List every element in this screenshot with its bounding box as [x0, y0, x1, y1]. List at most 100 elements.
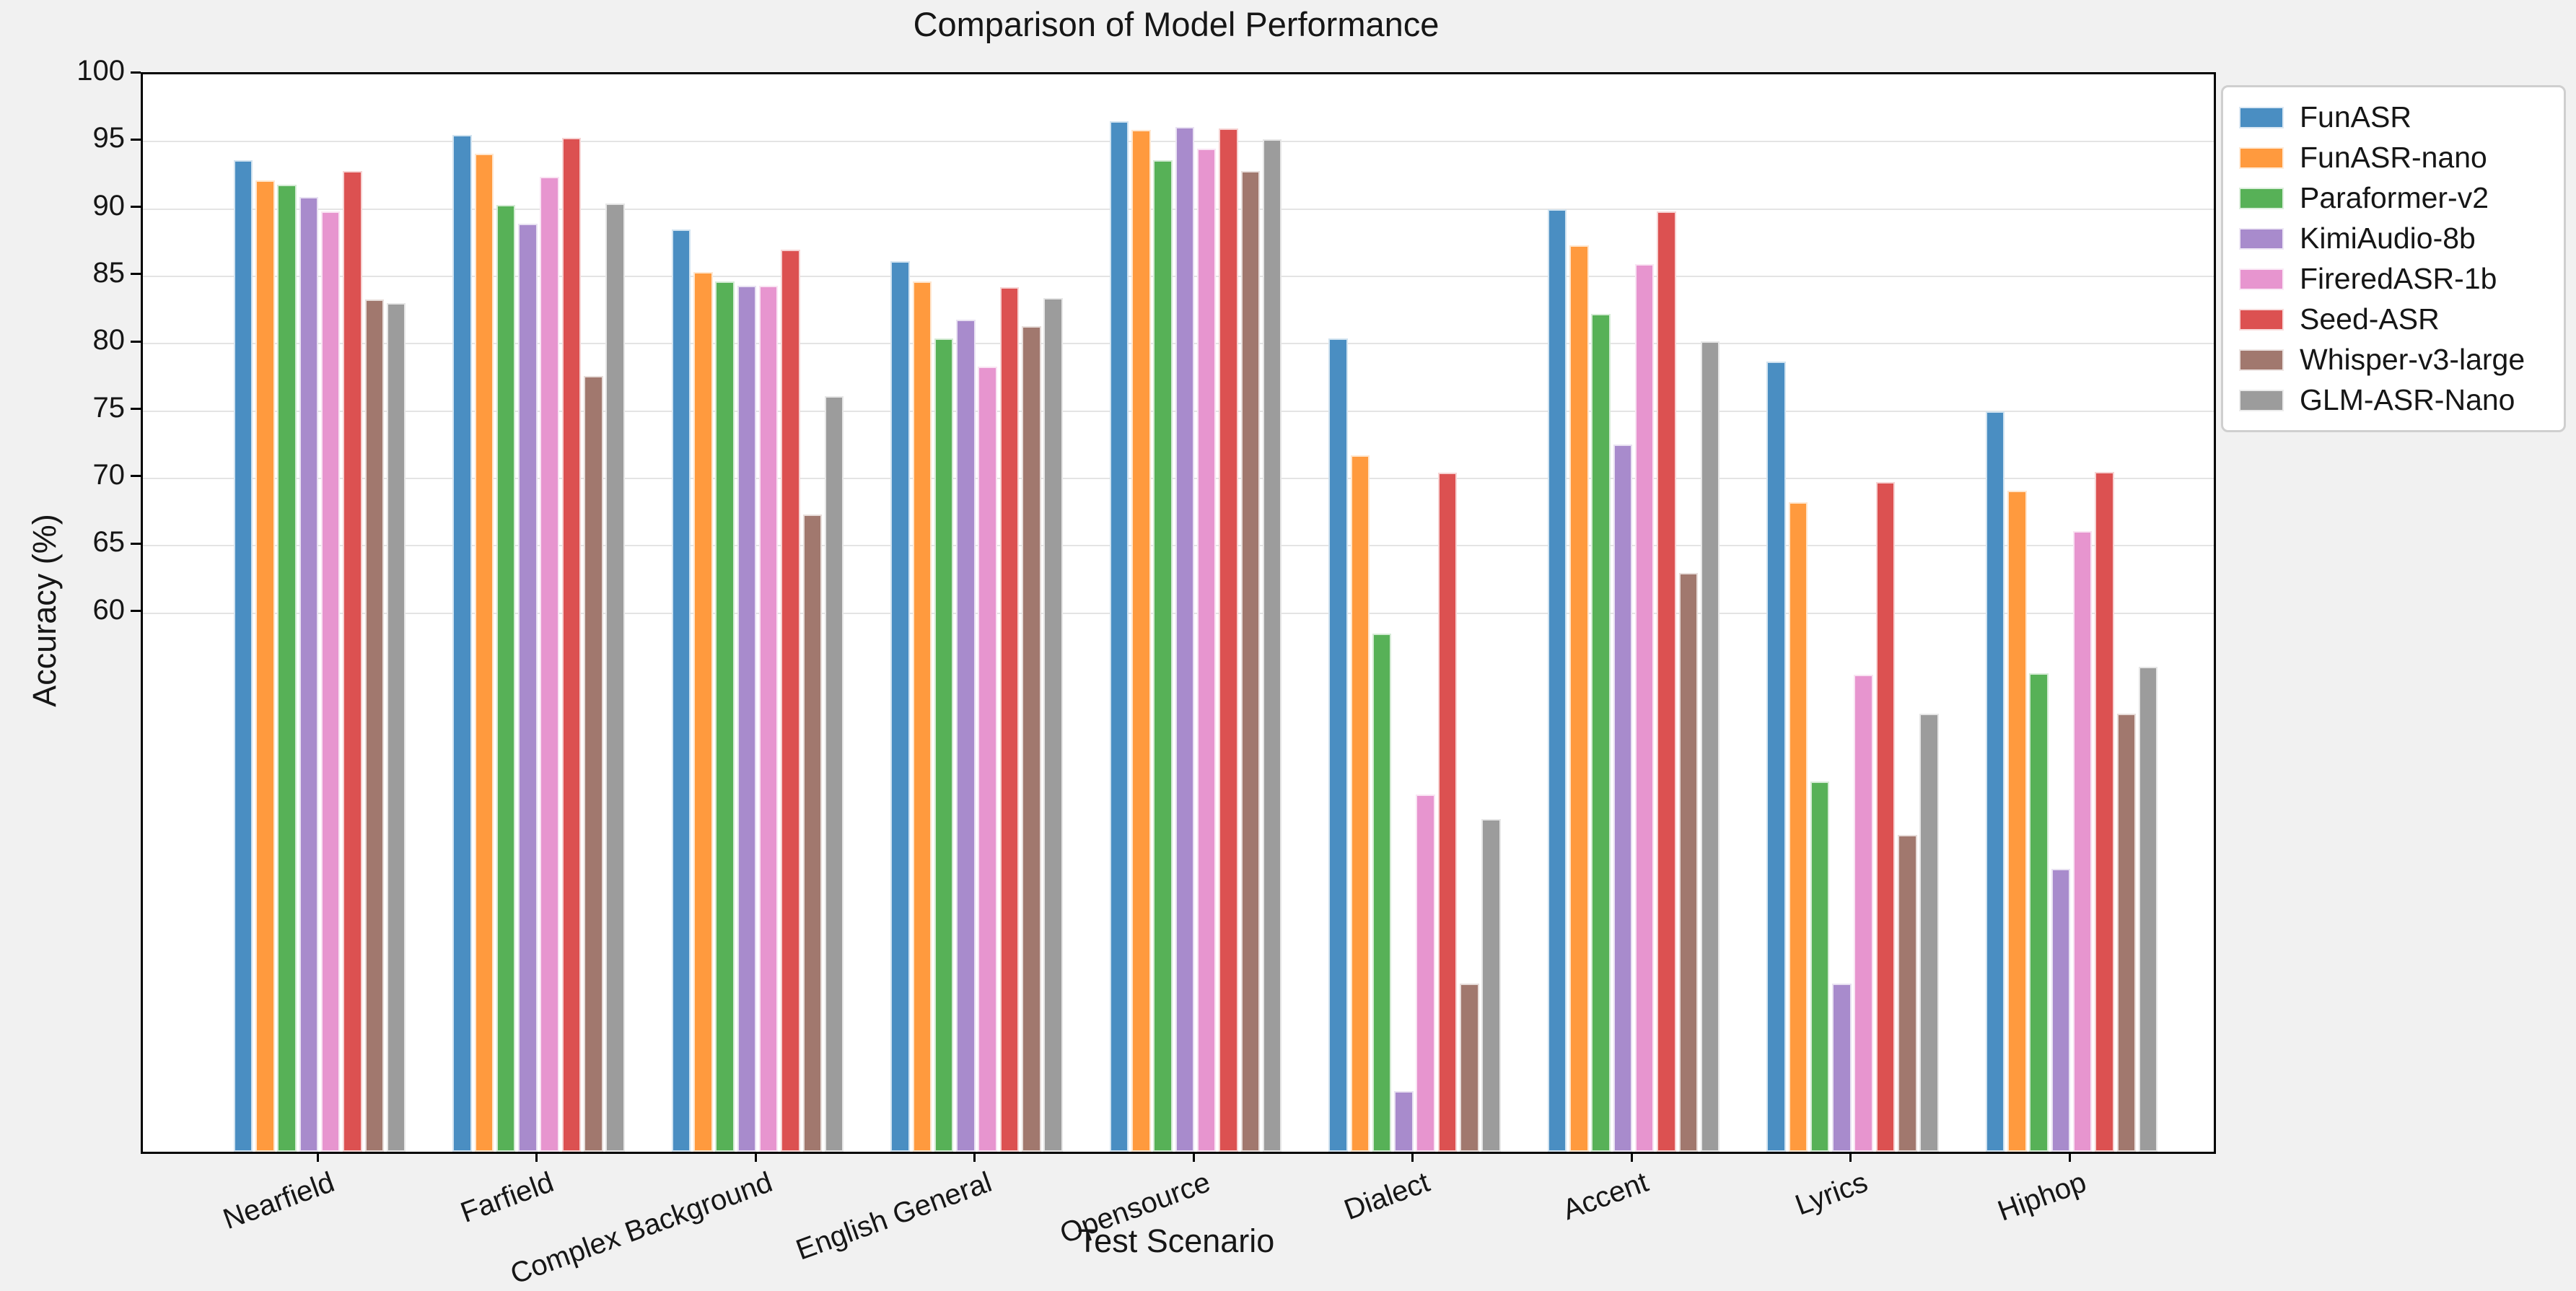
- bar-KimiAudio-8b-Complex Background: [737, 286, 757, 1152]
- bar-Seed-ASR-Complex Background: [781, 249, 800, 1152]
- x-tick-label: Dialect: [1339, 1166, 1434, 1227]
- plot-area: [141, 72, 2216, 1154]
- y-tick-mark: [131, 610, 141, 612]
- x-tick-mark: [535, 1152, 538, 1162]
- bar-Paraformer-v2-English General: [934, 338, 954, 1152]
- bar-Paraformer-v2-Complex Background: [715, 281, 735, 1152]
- bar-Paraformer-v2-Accent: [1591, 314, 1611, 1152]
- bar-Seed-ASR-Hiphop: [2095, 471, 2114, 1152]
- bar-Whisper-v3-large-Dialect: [1460, 983, 1479, 1152]
- bar-Paraformer-v2-Opensource: [1153, 160, 1173, 1152]
- bar-KimiAudio-8b-Nearfield: [299, 196, 319, 1152]
- bar-Whisper-v3-large-Complex Background: [802, 515, 822, 1152]
- bar-FunASR-Hiphop: [1985, 411, 2005, 1152]
- bar-Seed-ASR-Nearfield: [343, 171, 362, 1152]
- bar-FireredASR-1b-Lyrics: [1854, 675, 1873, 1152]
- bar-FunASR-Farfield: [452, 134, 472, 1152]
- bar-FunASR-English General: [890, 261, 910, 1152]
- legend-swatch-icon: [2239, 349, 2284, 371]
- legend-label: GLM-ASR-Nano: [2300, 383, 2515, 416]
- legend-swatch-icon: [2239, 308, 2284, 331]
- bar-Seed-ASR-Accent: [1657, 211, 1676, 1152]
- legend-label: FireredASR-1b: [2300, 262, 2497, 295]
- y-tick-label: 80: [92, 324, 126, 356]
- y-tick-mark: [131, 206, 141, 209]
- legend-swatch-icon: [2239, 268, 2284, 290]
- bar-KimiAudio-8b-Hiphop: [2051, 869, 2071, 1152]
- bar-Paraformer-v2-Farfield: [496, 205, 516, 1152]
- bar-FunASR-nano-Farfield: [474, 154, 494, 1152]
- y-tick-mark: [131, 71, 141, 74]
- legend-label: KimiAudio-8b: [2300, 222, 2476, 255]
- bar-Seed-ASR-Lyrics: [1875, 482, 1896, 1152]
- bar-Paraformer-v2-Hiphop: [2029, 673, 2049, 1152]
- bar-KimiAudio-8b-Lyrics: [1832, 983, 1852, 1152]
- bar-GLM-ASR-Nano-Nearfield: [386, 303, 406, 1152]
- legend-item-KimiAudio-8b: KimiAudio-8b: [2239, 222, 2548, 255]
- y-tick-label: 95: [92, 122, 126, 154]
- x-tick-mark: [2068, 1152, 2071, 1162]
- bar-FunASR-nano-Complex Background: [693, 272, 713, 1152]
- bar-FunASR-Nearfield: [233, 160, 253, 1152]
- y-tick-mark: [131, 542, 141, 545]
- legend-swatch-icon: [2239, 389, 2284, 411]
- bar-Seed-ASR-Farfield: [561, 137, 582, 1152]
- bar-KimiAudio-8b-Farfield: [518, 224, 538, 1152]
- y-tick-mark: [131, 408, 141, 411]
- bar-GLM-ASR-Nano-Lyrics: [1919, 714, 1939, 1152]
- y-tick-label: 70: [92, 458, 126, 491]
- bar-FunASR-Accent: [1547, 209, 1567, 1152]
- bar-Whisper-v3-large-English General: [1022, 326, 1041, 1152]
- bar-FireredASR-1b-Complex Background: [758, 286, 779, 1152]
- legend: FunASR FunASR-nano Paraformer-v2 KimiAudio-…: [2221, 85, 2566, 432]
- bar-Seed-ASR-Dialect: [1437, 473, 1458, 1152]
- x-tick-mark: [316, 1152, 319, 1162]
- x-tick-mark: [1630, 1152, 1633, 1162]
- legend-item-Paraformer-v2: Paraformer-v2: [2239, 181, 2548, 215]
- x-tick-label: Farfield: [456, 1166, 558, 1229]
- bar-FunASR-Complex Background: [671, 229, 691, 1152]
- bar-KimiAudio-8b-Accent: [1613, 445, 1633, 1152]
- legend-swatch-icon: [2239, 187, 2284, 209]
- y-tick-label: 75: [92, 391, 126, 424]
- x-tick-mark: [1411, 1152, 1414, 1162]
- bar-GLM-ASR-Nano-Farfield: [605, 204, 625, 1152]
- bar-FunASR-nano-Hiphop: [2007, 490, 2027, 1152]
- bar-FunASR-nano-Dialect: [1350, 455, 1370, 1152]
- y-tick-label: 60: [92, 593, 126, 626]
- x-tick-mark: [973, 1152, 976, 1162]
- bar-FireredASR-1b-English General: [978, 366, 997, 1152]
- bar-GLM-ASR-Nano-Accent: [1700, 341, 1720, 1152]
- bar-Whisper-v3-large-Farfield: [584, 376, 603, 1152]
- x-axis-title: Test Scenario: [1077, 1222, 1275, 1259]
- legend-label: Paraformer-v2: [2300, 181, 2489, 214]
- bar-GLM-ASR-Nano-Opensource: [1262, 139, 1282, 1152]
- y-axis-title: Accuracy (%): [26, 514, 63, 707]
- bar-KimiAudio-8b-Opensource: [1175, 126, 1195, 1152]
- bar-Seed-ASR-Opensource: [1219, 128, 1238, 1152]
- y-tick-mark: [131, 273, 141, 276]
- bar-KimiAudio-8b-Dialect: [1394, 1091, 1414, 1152]
- x-tick-label: Accent: [1559, 1166, 1653, 1227]
- bar-Paraformer-v2-Nearfield: [277, 185, 297, 1152]
- x-tick-mark: [754, 1152, 757, 1162]
- bar-GLM-ASR-Nano-Complex Background: [824, 396, 844, 1152]
- legend-item-FunASR-nano: FunASR-nano: [2239, 141, 2548, 175]
- bar-Seed-ASR-English General: [999, 286, 1020, 1152]
- bar-FireredASR-1b-Dialect: [1416, 795, 1435, 1152]
- legend-item-GLM-ASR-Nano: GLM-ASR-Nano: [2239, 383, 2548, 417]
- bar-Whisper-v3-large-Accent: [1678, 572, 1698, 1152]
- bar-FireredASR-1b-Nearfield: [320, 211, 341, 1152]
- bar-FunASR-nano-Nearfield: [255, 180, 275, 1152]
- bar-FunASR-Dialect: [1328, 338, 1348, 1152]
- y-tick-mark: [131, 340, 141, 343]
- y-tick-label: 100: [76, 55, 125, 87]
- legend-label: FunASR-nano: [2300, 141, 2487, 174]
- x-tick-label: Lyrics: [1790, 1166, 1872, 1222]
- legend-item-Whisper-v3-large: Whisper-v3-large: [2239, 343, 2548, 377]
- bar-FunASR-nano-Lyrics: [1788, 502, 1808, 1152]
- bar-FireredASR-1b-Hiphop: [2072, 530, 2093, 1152]
- bar-FireredASR-1b-Opensource: [1196, 148, 1217, 1152]
- y-tick-mark: [131, 138, 141, 141]
